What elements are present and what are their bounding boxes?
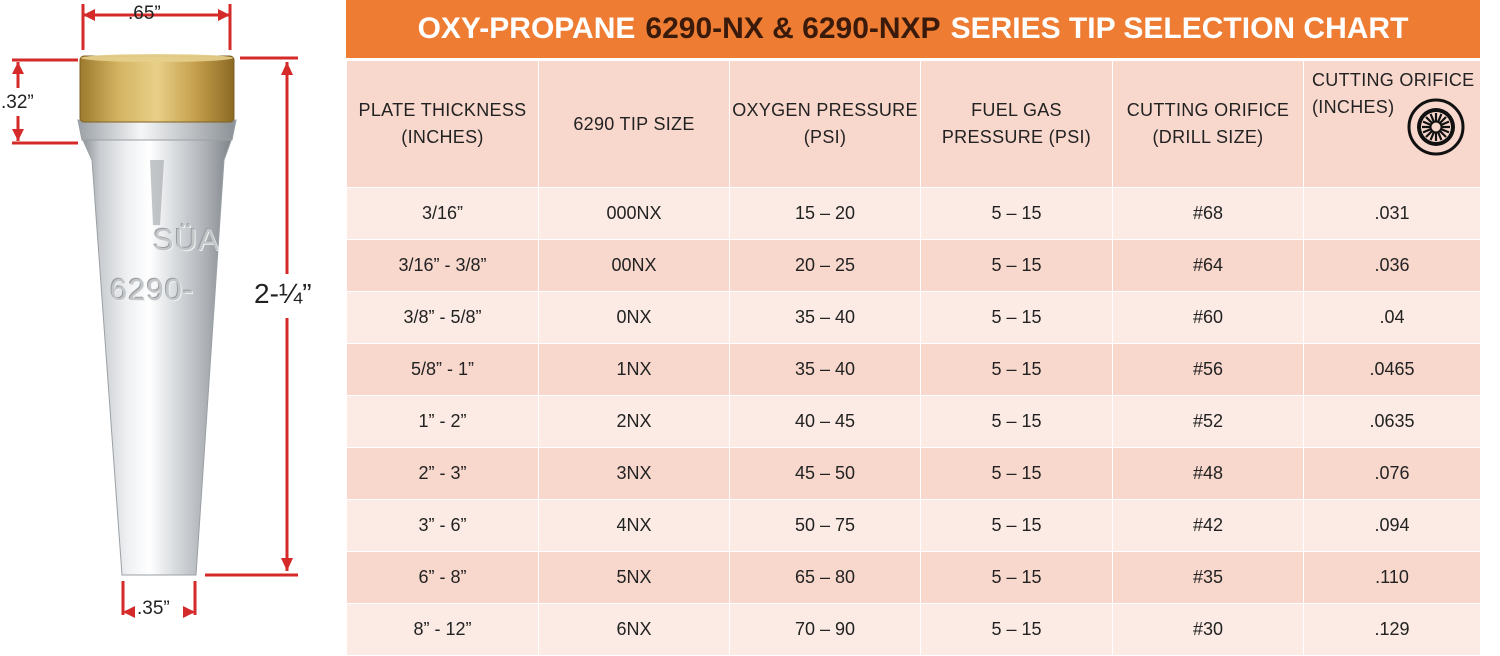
table-row: 3/16” - 3/8” 00NX 20 – 25 5 – 15 #64 .03… (346, 239, 1481, 292)
tip-flute-shape (150, 160, 164, 225)
cell-oxygen-pressure: 35 – 40 (729, 291, 921, 344)
cell-oxygen-pressure: 70 – 90 (729, 603, 921, 656)
column-header-orifice-inches: CUTTING ORIFICE (INCHES) (1303, 60, 1481, 188)
cell-orifice-inches: .129 (1303, 603, 1481, 656)
cell-fuel-gas-pressure: 5 – 15 (920, 551, 1113, 604)
cell-fuel-gas-pressure: 5 – 15 (920, 239, 1113, 292)
dimension-bottom-width: .35” (137, 598, 170, 619)
table-row: 3” - 6” 4NX 50 – 75 5 – 15 #42 .094 (346, 499, 1481, 552)
cell-plate-thickness: 3/8” - 5/8” (346, 291, 539, 344)
table-row: 6” - 8” 5NX 65 – 80 5 – 15 #35 .110 (346, 551, 1481, 604)
cell-oxygen-pressure: 65 – 80 (729, 551, 921, 604)
cell-tip-size: 1NX (538, 343, 730, 396)
cell-tip-size: 4NX (538, 499, 730, 552)
cell-oxygen-pressure: 35 – 40 (729, 343, 921, 396)
cell-orifice-inches: .04 (1303, 291, 1481, 344)
cell-orifice-drill: #48 (1112, 447, 1304, 500)
cell-orifice-drill: #30 (1112, 603, 1304, 656)
cell-orifice-inches: .0635 (1303, 395, 1481, 448)
column-header-orifice-drill: CUTTING ORIFICE (DRILL SIZE) (1112, 60, 1304, 188)
cell-fuel-gas-pressure: 5 – 15 (920, 603, 1113, 656)
cutting-tip-illustration: SÜA 6290- .65” .32” 2-¼” .35” (0, 0, 340, 635)
column-header-oxygen-pressure: OXYGEN PRESSURE (PSI) (729, 60, 921, 188)
cell-plate-thickness: 8” - 12” (346, 603, 539, 656)
cutting-tip-drawing (12, 4, 298, 618)
cell-orifice-inches: .0465 (1303, 343, 1481, 396)
engraved-model-text: 6290- (110, 272, 195, 307)
engraved-brand-text: SÜA (153, 222, 220, 257)
cutting-orifice-icon (1407, 98, 1465, 156)
chart-title-part1: OXY-PROPANE (417, 12, 636, 45)
chart-table-wrapper: PLATE THICKNESS (INCHES) 6290 TIP SIZE O… (346, 60, 1481, 656)
table-row: 5/8” - 1” 1NX 35 – 40 5 – 15 #56 .0465 (346, 343, 1481, 396)
cell-oxygen-pressure: 45 – 50 (729, 447, 921, 500)
cell-fuel-gas-pressure: 5 – 15 (920, 447, 1113, 500)
cell-fuel-gas-pressure: 5 – 15 (920, 499, 1113, 552)
table-row: 3/16” 000NX 15 – 20 5 – 15 #68 .031 (346, 187, 1481, 240)
cell-orifice-inches: .036 (1303, 239, 1481, 292)
dimension-overall-length: 2-¼” (254, 278, 312, 309)
tip-collar-shape (77, 119, 237, 141)
cell-tip-size: 3NX (538, 447, 730, 500)
tip-selection-table: PLATE THICKNESS (INCHES) 6290 TIP SIZE O… (346, 60, 1481, 656)
cell-orifice-drill: #52 (1112, 395, 1304, 448)
cell-orifice-drill: #35 (1112, 551, 1304, 604)
dimension-arrowheads (12, 9, 293, 618)
brass-nut-shape (79, 55, 235, 123)
cell-orifice-inches: .094 (1303, 499, 1481, 552)
cell-fuel-gas-pressure: 5 – 15 (920, 395, 1113, 448)
cell-plate-thickness: 5/8” - 1” (346, 343, 539, 396)
cell-oxygen-pressure: 40 – 45 (729, 395, 921, 448)
table-row: 3/8” - 5/8” 0NX 35 – 40 5 – 15 #60 .04 (346, 291, 1481, 344)
cell-plate-thickness: 2” - 3” (346, 447, 539, 500)
cell-tip-size: 0NX (538, 291, 730, 344)
chart-title-part3: SERIES TIP SELECTION CHART (950, 12, 1409, 45)
column-header-fuel-gas-pressure: FUEL GAS PRESSURE (PSI) (920, 60, 1113, 188)
table-row: 1” - 2” 2NX 40 – 45 5 – 15 #52 .0635 (346, 395, 1481, 448)
cell-plate-thickness: 3” - 6” (346, 499, 539, 552)
cell-orifice-inches: .110 (1303, 551, 1481, 604)
cell-oxygen-pressure: 20 – 25 (729, 239, 921, 292)
cell-tip-size: 000NX (538, 187, 730, 240)
cell-oxygen-pressure: 15 – 20 (729, 187, 921, 240)
dimension-brass-height: .32” (1, 92, 34, 113)
cell-plate-thickness: 6” - 8” (346, 551, 539, 604)
cell-orifice-inches: .076 (1303, 447, 1481, 500)
cell-orifice-drill: #60 (1112, 291, 1304, 344)
tip-selection-chart: OXY-PROPANE 6290-NX & 6290-NXP SERIES TI… (346, 0, 1500, 656)
table-header-row: PLATE THICKNESS (INCHES) 6290 TIP SIZE O… (346, 60, 1481, 188)
column-header-orifice-inches-label: CUTTING ORIFICE (INCHES) (1312, 70, 1475, 117)
dimension-top-width: .65” (128, 3, 161, 24)
column-header-tip-size: 6290 TIP SIZE (538, 60, 730, 188)
cell-fuel-gas-pressure: 5 – 15 (920, 187, 1113, 240)
cell-orifice-drill: #68 (1112, 187, 1304, 240)
cell-plate-thickness: 3/16” - 3/8” (346, 239, 539, 292)
cell-fuel-gas-pressure: 5 – 15 (920, 343, 1113, 396)
table-row: 8” - 12” 6NX 70 – 90 5 – 15 #30 .129 (346, 603, 1481, 656)
cell-fuel-gas-pressure: 5 – 15 (920, 291, 1113, 344)
column-header-plate-thickness: PLATE THICKNESS (INCHES) (346, 60, 539, 188)
cell-oxygen-pressure: 50 – 75 (729, 499, 921, 552)
cell-tip-size: 5NX (538, 551, 730, 604)
table-row: 2” - 3” 3NX 45 – 50 5 – 15 #48 .076 (346, 447, 1481, 500)
chart-title: OXY-PROPANE 6290-NX & 6290-NXP SERIES TI… (346, 0, 1480, 58)
brass-nut-top (81, 54, 233, 62)
cell-tip-size: 6NX (538, 603, 730, 656)
cell-orifice-drill: #42 (1112, 499, 1304, 552)
cell-orifice-drill: #64 (1112, 239, 1304, 292)
chart-title-part2: 6290-NX & 6290-NXP (645, 12, 941, 45)
cell-tip-size: 00NX (538, 239, 730, 292)
cell-plate-thickness: 1” - 2” (346, 395, 539, 448)
cell-plate-thickness: 3/16” (346, 187, 539, 240)
cell-orifice-inches: .031 (1303, 187, 1481, 240)
cell-tip-size: 2NX (538, 395, 730, 448)
cell-orifice-drill: #56 (1112, 343, 1304, 396)
